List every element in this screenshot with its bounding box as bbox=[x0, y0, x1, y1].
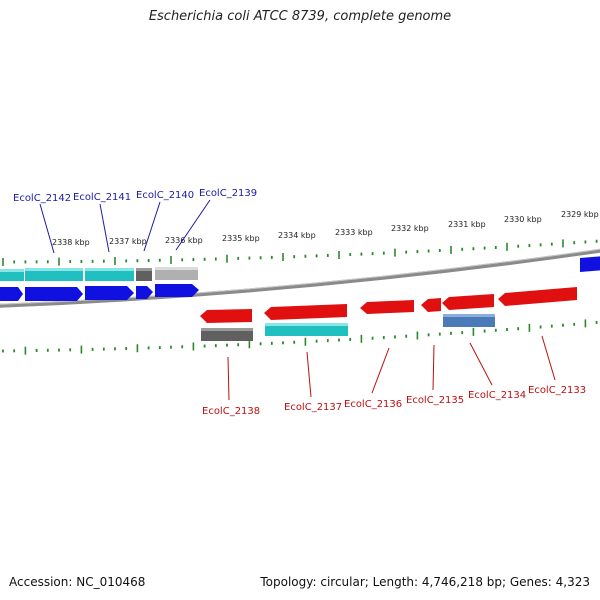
callout-line bbox=[99, 203, 110, 253]
forward-gene-callouts: EcolC_2142 EcolC_2141 EcolC_2140 EcolC_2… bbox=[13, 188, 257, 254]
genome-summary: Topology: circular; Length: 4,746,218 bp… bbox=[260, 575, 590, 589]
cds-arrow-reverse bbox=[200, 309, 252, 323]
scale-labels: 2338 kbp 2337 kbp 2336 kbp 2335 kbp 2334… bbox=[52, 210, 599, 247]
cds-arrow-forward bbox=[155, 284, 199, 297]
cds-arrow-reverse bbox=[421, 298, 441, 312]
callout-line bbox=[143, 201, 161, 252]
feature-grey bbox=[136, 268, 152, 281]
callout-line bbox=[371, 347, 390, 394]
page-title: Escherichia coli ATCC 8739, complete gen… bbox=[148, 9, 452, 24]
reverse-features-row bbox=[201, 314, 495, 341]
cds-arrow-reverse bbox=[498, 287, 577, 306]
feature-teal bbox=[85, 268, 134, 281]
feature-teal bbox=[265, 323, 348, 336]
genome-backbone bbox=[0, 248, 600, 308]
reverse-gene-callouts: EcolC_2138 EcolC_2137 EcolC_2136 EcolC_2… bbox=[202, 335, 586, 417]
cds-arrow-reverse bbox=[360, 300, 414, 314]
cds-arrow-forward bbox=[85, 286, 134, 300]
accession-label: Accession: NC_010468 bbox=[9, 575, 146, 589]
cds-arrow-forward bbox=[580, 256, 600, 272]
scale-label: 2338 kbp bbox=[52, 238, 90, 247]
gene-label-forward[interactable]: EcolC_2140 bbox=[136, 190, 194, 201]
callout-line bbox=[175, 199, 211, 251]
scale-ticks-bottom bbox=[2, 319, 598, 355]
feature-lightgrey bbox=[155, 267, 198, 280]
scale-label: 2333 kbp bbox=[335, 228, 373, 237]
gene-label-reverse[interactable]: EcolC_2133 bbox=[528, 385, 586, 396]
genome-backbone-highlight bbox=[0, 248, 600, 305]
scale-label: 2337 kbp bbox=[109, 237, 147, 246]
gene-label-reverse[interactable]: EcolC_2136 bbox=[344, 399, 402, 410]
scale-label: 2331 kbp bbox=[448, 220, 486, 229]
scale-label: 2336 kbp bbox=[165, 236, 203, 245]
cds-arrow-forward bbox=[0, 287, 23, 301]
cds-arrow-forward bbox=[136, 286, 153, 299]
gene-label-reverse[interactable]: EcolC_2134 bbox=[468, 390, 526, 401]
feature-teal bbox=[25, 268, 83, 281]
cds-arrow-reverse bbox=[442, 294, 494, 310]
gene-label-reverse[interactable]: EcolC_2137 bbox=[284, 402, 342, 413]
feature-grey bbox=[201, 328, 253, 341]
scale-label: 2335 kbp bbox=[222, 234, 260, 243]
gene-label-forward[interactable]: EcolC_2139 bbox=[199, 188, 257, 199]
callout-line bbox=[432, 344, 435, 391]
scale-label: 2332 kbp bbox=[391, 224, 429, 233]
callout-line bbox=[39, 203, 55, 254]
forward-cds-row bbox=[0, 256, 600, 301]
reverse-cds-row bbox=[200, 287, 577, 323]
callout-line bbox=[227, 356, 230, 401]
cds-arrow-forward bbox=[25, 287, 83, 301]
feature-steelblue bbox=[443, 314, 495, 327]
scale-ticks-top bbox=[2, 239, 598, 266]
scale-label: 2334 kbp bbox=[278, 231, 316, 240]
gene-label-forward[interactable]: EcolC_2141 bbox=[73, 192, 131, 203]
cds-arrow-reverse bbox=[264, 304, 347, 320]
scale-label: 2330 kbp bbox=[504, 215, 542, 224]
callout-line bbox=[469, 342, 493, 386]
forward-features-row bbox=[0, 267, 198, 281]
gene-label-reverse[interactable]: EcolC_2138 bbox=[202, 406, 260, 417]
scale-label: 2329 kbp bbox=[561, 210, 599, 219]
gene-label-forward[interactable]: EcolC_2142 bbox=[13, 193, 71, 204]
callout-line bbox=[541, 335, 556, 381]
callout-line bbox=[306, 351, 312, 398]
gene-label-reverse[interactable]: EcolC_2135 bbox=[406, 395, 464, 406]
